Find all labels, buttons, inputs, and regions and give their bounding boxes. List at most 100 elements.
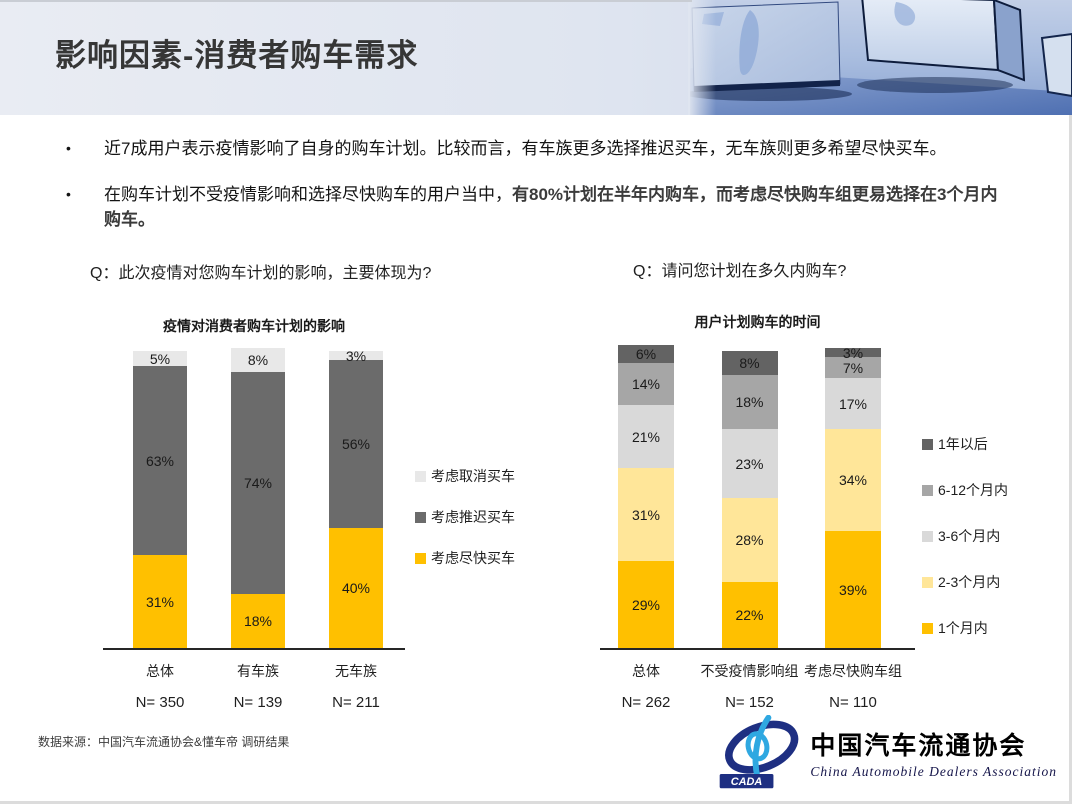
bar-segment-value: 23%: [735, 455, 764, 472]
bar-segment: 3%: [825, 345, 881, 361]
plot-area: 31% 63% 5% 18% 74% 8% 40% 56% 3%: [103, 338, 405, 650]
chart-title-left: 疫情对消费者购车计划的影响: [163, 318, 345, 334]
photo-left-fade: [688, 0, 716, 115]
legend-label: 6-12个月内: [938, 482, 1009, 498]
bar-segment: 6%: [618, 345, 674, 363]
blue-cubes-photo: [690, 0, 1072, 115]
x-axis-line: [600, 648, 915, 650]
slide-title: 影响因素-消费者购车需求: [55, 38, 419, 73]
slide-header: 影响因素-消费者购车需求: [0, 0, 1072, 115]
bar-segment: 56%: [329, 360, 383, 528]
bar-segment: 5%: [133, 350, 187, 367]
legend-swatch-icon: [415, 552, 426, 564]
bar-segment-value: 7%: [842, 359, 864, 376]
bar-segment-value: 31%: [145, 593, 175, 610]
key-findings: • 近7成用户表示疫情影响了自身的购车计划。比较而言，有车族更多选择推迟买车，无…: [66, 136, 1012, 253]
sample-size-labels: N= 350 N= 139 N= 211: [103, 694, 405, 711]
stacked-bar: 22% 28% 23% 18% 8%: [721, 351, 778, 648]
sample-size-label: N= 262: [621, 694, 671, 711]
sample-size-labels: N= 262 N= 152 N= 110: [600, 694, 915, 711]
sample-size-label: N= 110: [829, 694, 877, 711]
category-label: 总体: [146, 663, 174, 679]
legend-label: 考虑尽快买车: [431, 550, 515, 566]
legend-label: 1个月内: [938, 620, 988, 636]
legend-label: 1年以后: [938, 436, 988, 452]
bar-segment: 8%: [721, 351, 778, 375]
sample-size-label: N= 211: [332, 694, 380, 711]
category-labels: 总体 不受疫情影响组 考虑尽快购车组: [600, 661, 915, 681]
chart-title-right: 用户计划购车的时间: [694, 314, 821, 330]
bar-segment: 31%: [133, 555, 187, 648]
legend-item: 3-6个月内: [922, 526, 1008, 546]
bar-segment: 63%: [133, 366, 187, 555]
legend-swatch-icon: [922, 530, 933, 542]
cada-emblem-icon: CADA: [720, 715, 799, 789]
logo-name-cn: 中国汽车流通协会: [810, 733, 1027, 760]
bar-segment-value: 22%: [735, 607, 764, 623]
bar-segment: 3%: [329, 348, 383, 364]
bar-segment: 31%: [618, 468, 674, 561]
legend-swatch-icon: [415, 511, 426, 523]
bullet-item-2: • 在购车计划不受疫情影响和选择尽快购车的用户当中，有80%计划在半年内购车，而…: [66, 182, 1012, 232]
bullet-text-bold: 有80%计划在半年内购车，而考虑尽快购车组更易选择在3个月内购车。: [104, 185, 998, 229]
plot-area: 29% 31% 21% 14% 6% 22% 28% 23% 18% 8% 39% 34% 17% 7% 3…: [600, 335, 915, 650]
legend-swatch-icon: [922, 484, 933, 496]
bar-segment-value: 5%: [149, 350, 171, 367]
bar-segment-value: 17%: [838, 395, 868, 412]
bar-segment-value: 56%: [341, 436, 371, 452]
bar-segment-value: 18%: [735, 394, 764, 410]
bar-segment-value: 34%: [838, 472, 868, 488]
stacked-bar-chart-purchase-timing: 29% 31% 21% 14% 6% 22% 28% 23% 18% 8% 39% 34% 17% 7% 3…: [600, 335, 1008, 711]
bar-segment: 7%: [825, 357, 881, 378]
legend-label: 考虑推迟买车: [431, 509, 515, 525]
stacked-bar: 40% 56% 3%: [329, 348, 383, 648]
category-label: 总体: [632, 663, 660, 679]
bar-segment: 40%: [329, 528, 383, 648]
bar-segment-value: 21%: [631, 428, 661, 445]
category-label: 考虑尽快购车组: [804, 663, 902, 679]
data-source-note: 数据来源：中国汽车流通协会&懂车帝 调研结果: [38, 735, 290, 749]
legend-right: 1年以后 6-12个月内 3-6个月内 2-3个月内 1个月内: [922, 434, 1008, 664]
bullet-item-1: • 近7成用户表示疫情影响了自身的购车计划。比较而言，有车族更多选择推迟买车，无…: [66, 136, 1012, 161]
top-border-line: [0, 0, 692, 2]
bar-segment: 17%: [825, 378, 881, 429]
question-right: Q：请问您计划在多久内购车?: [633, 263, 847, 280]
sample-size-label: N= 350: [135, 694, 185, 711]
stacked-bar: 39% 34% 17% 7% 3%: [825, 345, 881, 648]
bar-segment-value: 39%: [838, 581, 868, 598]
legend-item: 考虑取消买车: [415, 466, 515, 486]
legend-item: 考虑推迟买车: [415, 507, 515, 527]
bar-segment-value: 18%: [243, 613, 273, 629]
bars-group: 31% 63% 5% 18% 74% 8% 40% 56% 3%: [133, 348, 383, 648]
sample-size-label: N= 152: [725, 694, 774, 711]
stacked-bar: 31% 63% 5%: [133, 351, 187, 648]
category-label: 有车族: [237, 663, 279, 679]
bar-segment-value: 74%: [243, 475, 273, 491]
bullet-marker: •: [66, 186, 71, 202]
logo-name-en: China Automobile Dealers Association: [810, 764, 1057, 779]
category-labels: 总体 有车族 无车族: [103, 661, 405, 681]
legend-swatch-icon: [922, 576, 933, 588]
bar-segment: 18%: [231, 594, 285, 648]
bar-segment: 34%: [825, 429, 881, 531]
bullet-text: 近7成用户表示疫情影响了自身的购车计划。比较而言，有车族更多选择推迟买车，无车族…: [104, 139, 947, 158]
legend-item: 1年以后: [922, 434, 1008, 454]
legend-item: 6-12个月内: [922, 480, 1008, 500]
sample-size-label: N= 139: [233, 694, 283, 711]
legend-item: 考虑尽快买车: [415, 548, 515, 568]
x-axis-line: [103, 648, 405, 650]
bar-segment-value: 29%: [631, 596, 661, 613]
bar-segment: 29%: [618, 561, 674, 648]
legend-item: 2-3个月内: [922, 572, 1008, 592]
bar-segment: 23%: [721, 429, 778, 498]
question-left: Q：此次疫情对您购车计划的影响，主要体现为?: [90, 265, 432, 282]
bar-segment-value: 63%: [145, 452, 175, 469]
stacked-bar: 18% 74% 8%: [231, 348, 285, 648]
stacked-bar-chart-covid-impact: 31% 63% 5% 18% 74% 8% 40% 56% 3% 总体 有车族 无车族 N= 350…: [103, 338, 515, 711]
bar-segment-value: 14%: [631, 376, 661, 392]
legend-item: 1个月内: [922, 618, 1008, 638]
cada-acronym: CADA: [731, 776, 763, 788]
bar-segment: 18%: [721, 375, 778, 429]
legend-swatch-icon: [415, 470, 426, 482]
